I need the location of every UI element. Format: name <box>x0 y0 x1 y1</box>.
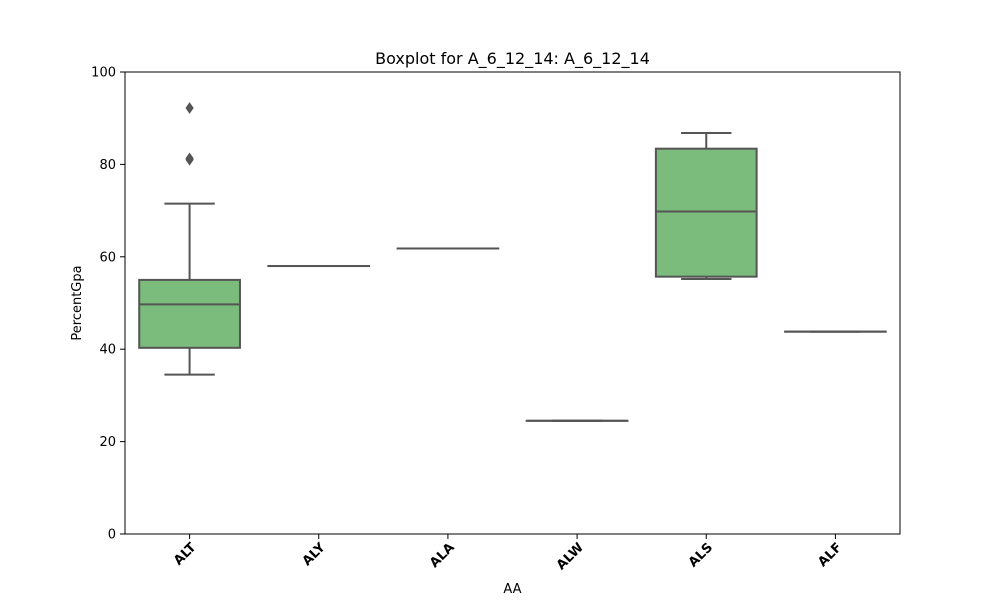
y-axis: 0 20 40 60 80 100 <box>91 66 125 543</box>
x-tick-label-als: ALS <box>686 540 716 570</box>
y-tick-label: 100 <box>91 66 116 81</box>
chart-title: Boxplot for A_6_12_14: A_6_12_14 <box>375 49 650 69</box>
plot-area <box>138 102 887 422</box>
x-tick-label-aly: ALY <box>300 540 329 569</box>
outlier-point <box>185 102 194 114</box>
box-alt <box>138 102 241 376</box>
iqr-box <box>138 278 241 349</box>
x-tick-label-alw: ALW <box>554 540 587 573</box>
x-tick-label-ala: ALA <box>427 540 458 571</box>
x-axis-label: AA <box>503 582 521 597</box>
iqr-box <box>654 147 758 278</box>
x-tick-label-alf: ALF <box>815 540 845 570</box>
box-als <box>654 131 758 280</box>
y-tick-label: 0 <box>108 528 116 543</box>
y-tick-label: 60 <box>99 250 116 265</box>
x-axis: ALT ALY ALA ALW ALS ALF <box>171 534 845 573</box>
y-tick-label: 40 <box>99 343 116 358</box>
y-tick-label: 20 <box>99 435 116 450</box>
plot-frame <box>124 71 901 535</box>
y-tick-label: 80 <box>99 158 116 173</box>
x-tick-label-alt: ALT <box>171 540 199 568</box>
outlier-point <box>185 152 194 165</box>
y-axis-label: PercentGpa <box>70 265 85 340</box>
